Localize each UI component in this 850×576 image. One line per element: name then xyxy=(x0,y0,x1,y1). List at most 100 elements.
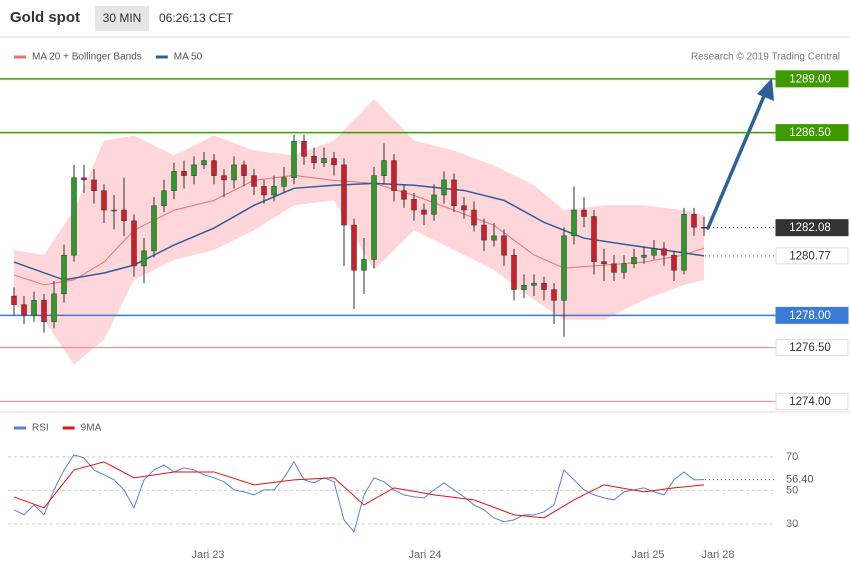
candle-body xyxy=(231,164,237,181)
candle-body xyxy=(211,160,217,176)
candle-body xyxy=(491,235,497,241)
x-tick-label: Jan 24 xyxy=(408,549,441,561)
candle-body xyxy=(631,257,637,265)
candle-body xyxy=(511,254,517,290)
level-label: 1286.50 xyxy=(789,127,831,139)
candle-body xyxy=(81,177,87,181)
candle-body xyxy=(481,224,487,241)
candle-body xyxy=(581,209,587,217)
candle-body xyxy=(371,175,377,260)
candle-body xyxy=(261,186,267,196)
level-label: 1274.00 xyxy=(789,396,831,408)
level-label: 1278.00 xyxy=(789,310,831,322)
level-label: 1276.50 xyxy=(789,342,831,354)
candle-body xyxy=(391,160,397,191)
x-tick-label: Jan 28 xyxy=(701,549,734,561)
candle-body xyxy=(561,235,567,301)
candle-body xyxy=(151,205,157,252)
candle-body xyxy=(591,216,597,262)
candle-body xyxy=(661,248,667,256)
level-label-box xyxy=(775,219,849,237)
candle-body xyxy=(531,282,537,286)
candle-body xyxy=(321,158,327,163)
candle-body xyxy=(351,224,357,271)
candle-body xyxy=(171,171,177,191)
candle-body xyxy=(541,282,547,290)
ma-line xyxy=(13,174,705,286)
candle-body xyxy=(61,254,67,295)
candle-body xyxy=(301,140,307,157)
current-label: 56.40 xyxy=(786,474,814,486)
candle-body xyxy=(571,209,577,237)
candle-body xyxy=(651,248,657,256)
y-tick-label: 30 xyxy=(786,518,798,530)
candle-body xyxy=(381,160,387,176)
candle-body xyxy=(271,186,277,196)
time: 06:26:13 CET xyxy=(159,11,234,25)
candle-body xyxy=(251,175,257,187)
interval[interactable]: 30 MIN xyxy=(103,11,142,25)
candle-body xyxy=(431,194,437,215)
candle-body xyxy=(471,209,477,226)
level-label-box xyxy=(775,124,849,142)
candle-body xyxy=(361,259,367,271)
candle-body xyxy=(21,304,27,316)
x-tick-label: Jan 23 xyxy=(191,549,224,561)
candle-body xyxy=(441,179,447,196)
candle-body xyxy=(701,226,707,229)
candle-body xyxy=(281,177,287,187)
candle-body xyxy=(451,179,457,206)
candle-body xyxy=(611,263,617,273)
forecast-arrow xyxy=(706,94,766,230)
candle-body xyxy=(181,171,187,176)
bollinger-band xyxy=(14,98,704,365)
candle-body xyxy=(11,295,17,305)
candle-body xyxy=(681,214,687,271)
arrow-head xyxy=(757,78,774,101)
candle-body xyxy=(691,214,697,228)
level-label-box xyxy=(775,306,849,324)
level-label: 1289.00 xyxy=(789,73,831,85)
candle-body xyxy=(671,254,677,271)
candle-body xyxy=(461,205,467,211)
candle-body xyxy=(551,289,557,301)
level-label-box xyxy=(775,247,849,265)
candle-body xyxy=(51,293,57,323)
candle-body xyxy=(131,220,137,267)
candle-body xyxy=(331,158,337,166)
candle-body xyxy=(401,190,407,200)
title: Gold spot xyxy=(10,9,80,26)
candle-body xyxy=(621,263,627,273)
candle-body xyxy=(501,235,507,256)
candle-body xyxy=(101,190,107,211)
candle-body xyxy=(341,164,347,226)
candle-body xyxy=(31,300,37,316)
level-label-box xyxy=(775,339,849,357)
y-tick-label: 70 xyxy=(786,451,798,463)
x-tick-label: Jan 25 xyxy=(631,549,664,561)
legend-label: RSI xyxy=(32,423,49,434)
candle-body xyxy=(421,209,427,215)
level-label-box xyxy=(775,392,849,410)
legend-label: MA 50 xyxy=(174,52,203,63)
candle-body xyxy=(311,156,317,163)
candle-body xyxy=(411,199,417,211)
credit: Research © 2019 Trading Central xyxy=(691,52,840,63)
candle-body xyxy=(601,261,607,265)
candle-body xyxy=(141,250,147,267)
legend-label: MA 20 + Bollinger Bands xyxy=(32,52,142,63)
candle-body xyxy=(291,140,297,179)
candle-body xyxy=(221,175,227,181)
interval-box[interactable] xyxy=(95,6,149,31)
candle-body xyxy=(161,190,167,206)
legend-label: 9MA xyxy=(81,423,102,434)
level-label: 1282.08 xyxy=(789,222,831,234)
candle-body xyxy=(521,285,527,290)
candle-body xyxy=(41,300,47,323)
candle-body xyxy=(91,179,97,191)
rsi-line xyxy=(13,461,705,519)
candle-body xyxy=(201,160,207,166)
candle-body xyxy=(241,164,247,176)
